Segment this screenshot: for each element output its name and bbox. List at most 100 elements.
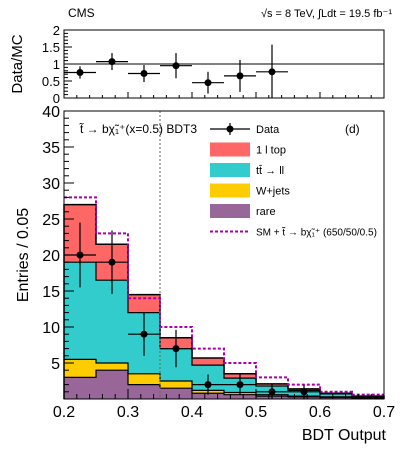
stack-bar bbox=[224, 394, 256, 399]
ratio-point bbox=[128, 65, 160, 83]
ratio-y-tick-label: 2 bbox=[53, 23, 60, 38]
ratio-marker bbox=[76, 69, 84, 76]
signal-overlay bbox=[64, 196, 384, 396]
stack-bar bbox=[192, 357, 224, 366]
ratio-point bbox=[192, 71, 224, 94]
main-panel: 5 10 15 20 25 30 35 40 0.2 0.3 0.4 0.5 0.6 0.7 Entri… bbox=[15, 104, 395, 444]
data-point bbox=[256, 384, 288, 399]
data-point bbox=[160, 329, 192, 368]
data-marker bbox=[76, 251, 84, 259]
ratio-marker bbox=[268, 68, 276, 76]
ratio-point bbox=[256, 44, 288, 98]
legend-item-one_l_top: 1 l top bbox=[210, 142, 286, 157]
ratio-panel: Data/MC 0 0.5 1 1.5 2 bbox=[9, 23, 385, 106]
main-y-axis: 5 10 15 20 25 30 35 40 bbox=[42, 104, 74, 400]
energy-lumi-label: √s = 8 TeV, ∫Ldt = 19.5 fb⁻¹ bbox=[261, 8, 392, 20]
x-tick-label: 0.5 bbox=[245, 404, 267, 421]
ratio-marker bbox=[204, 79, 212, 87]
legend-item-wjets: W+jets bbox=[210, 183, 290, 198]
stack-bar bbox=[96, 370, 128, 399]
ratio-point bbox=[96, 53, 128, 71]
legend-swatch bbox=[210, 204, 250, 218]
ratio-marker bbox=[172, 62, 180, 70]
x-tick-label: 0.2 bbox=[53, 404, 75, 421]
stack-bar bbox=[320, 397, 352, 399]
panel-tag: (d) bbox=[345, 122, 360, 136]
ratio-point bbox=[160, 53, 192, 79]
ratio-point bbox=[224, 59, 256, 92]
x-tick-label: 0.4 bbox=[181, 404, 203, 421]
y-tick-label: 15 bbox=[42, 284, 60, 301]
y-tick-label: 10 bbox=[42, 320, 60, 337]
legend-item-signal: SM + t̃ → bχ̃₁⁺ (650/50/0.5) bbox=[210, 226, 377, 239]
legend-label: tt̄ → ll bbox=[256, 165, 284, 177]
x-tick-label: 0.7 bbox=[373, 404, 395, 421]
data-marker bbox=[236, 381, 244, 389]
data-point bbox=[192, 374, 224, 395]
stack-bar bbox=[64, 377, 96, 399]
stack-bar bbox=[64, 359, 96, 378]
legend-item-ttbar_ll: tt̄ → ll bbox=[210, 163, 284, 177]
legend-label: rare bbox=[256, 206, 276, 218]
data-marker bbox=[204, 381, 212, 389]
stack-bar bbox=[96, 363, 128, 371]
y-tick-label: 40 bbox=[42, 104, 60, 121]
data-point bbox=[288, 384, 320, 399]
stack-series-0 bbox=[64, 370, 384, 399]
data-point bbox=[224, 374, 256, 395]
ratio-y-tick-label: 0 bbox=[53, 91, 60, 106]
data-marker bbox=[300, 388, 308, 396]
stack-bar bbox=[128, 384, 160, 399]
data-marker bbox=[172, 345, 180, 353]
main-xlabel: BDT Output bbox=[302, 427, 387, 444]
legend-swatch bbox=[210, 142, 250, 157]
stack-series-2 bbox=[64, 262, 384, 399]
data-points bbox=[64, 222, 320, 399]
ratio-y-tick-label: 1.5 bbox=[42, 40, 60, 55]
legend-swatch bbox=[210, 163, 250, 177]
data-marker bbox=[268, 388, 276, 396]
data-marker bbox=[108, 258, 116, 266]
stack-bar bbox=[160, 388, 192, 399]
ratio-marker bbox=[236, 72, 244, 80]
legend-label: Data bbox=[256, 124, 280, 136]
ratio-point bbox=[64, 66, 96, 79]
main-ylabel: Entries / 0.05 bbox=[15, 208, 32, 302]
ratio-y-tick-label: 0.5 bbox=[42, 74, 60, 89]
y-tick-label: 20 bbox=[42, 248, 60, 265]
y-tick-label: 30 bbox=[42, 176, 60, 193]
signal-histogram bbox=[64, 196, 384, 396]
stack-bar bbox=[160, 381, 192, 389]
legend-label: SM + t̃ → bχ̃₁⁺ (650/50/0.5) bbox=[256, 226, 377, 238]
ratio-y-axis: 0 0.5 1 1.5 2 bbox=[42, 23, 385, 106]
data-point bbox=[128, 312, 160, 356]
legend-swatch bbox=[210, 183, 250, 198]
legend-label: 1 l top bbox=[256, 145, 286, 157]
main-x-axis: 0.2 0.3 0.4 0.5 0.6 0.7 bbox=[53, 389, 395, 421]
data-marker bbox=[140, 330, 148, 338]
y-tick-label: 5 bbox=[51, 356, 60, 373]
legend-item-rare: rare bbox=[210, 204, 276, 218]
y-tick-label: 35 bbox=[42, 140, 60, 157]
signal-annotation: t̃ → bχ̃₁⁺(x=0.5) BDT3 bbox=[79, 121, 198, 136]
legend: Data 1 l top tt̄ → ll W+jets rare SM + t̃ → b… bbox=[210, 123, 377, 239]
ratio-ylabel: Data/MC bbox=[9, 34, 26, 93]
legend-item-data: Data bbox=[210, 123, 280, 136]
stack-bar bbox=[128, 373, 160, 385]
stack-bar bbox=[352, 396, 384, 399]
data-point bbox=[96, 230, 128, 294]
ratio-marker bbox=[108, 58, 116, 66]
x-tick-label: 0.3 bbox=[117, 404, 139, 421]
ratio-marker bbox=[140, 70, 148, 78]
legend-data-marker bbox=[226, 125, 234, 133]
experiment-label: CMS bbox=[68, 6, 95, 20]
stack-bar bbox=[96, 280, 128, 363]
stack-bar bbox=[320, 393, 352, 397]
x-tick-label: 0.6 bbox=[309, 404, 331, 421]
ratio-marks bbox=[64, 44, 384, 98]
ratio-y-tick-label: 1 bbox=[53, 57, 60, 72]
legend-label: W+jets bbox=[256, 186, 290, 198]
y-tick-label: 25 bbox=[42, 212, 60, 229]
stack-bar bbox=[192, 393, 224, 399]
